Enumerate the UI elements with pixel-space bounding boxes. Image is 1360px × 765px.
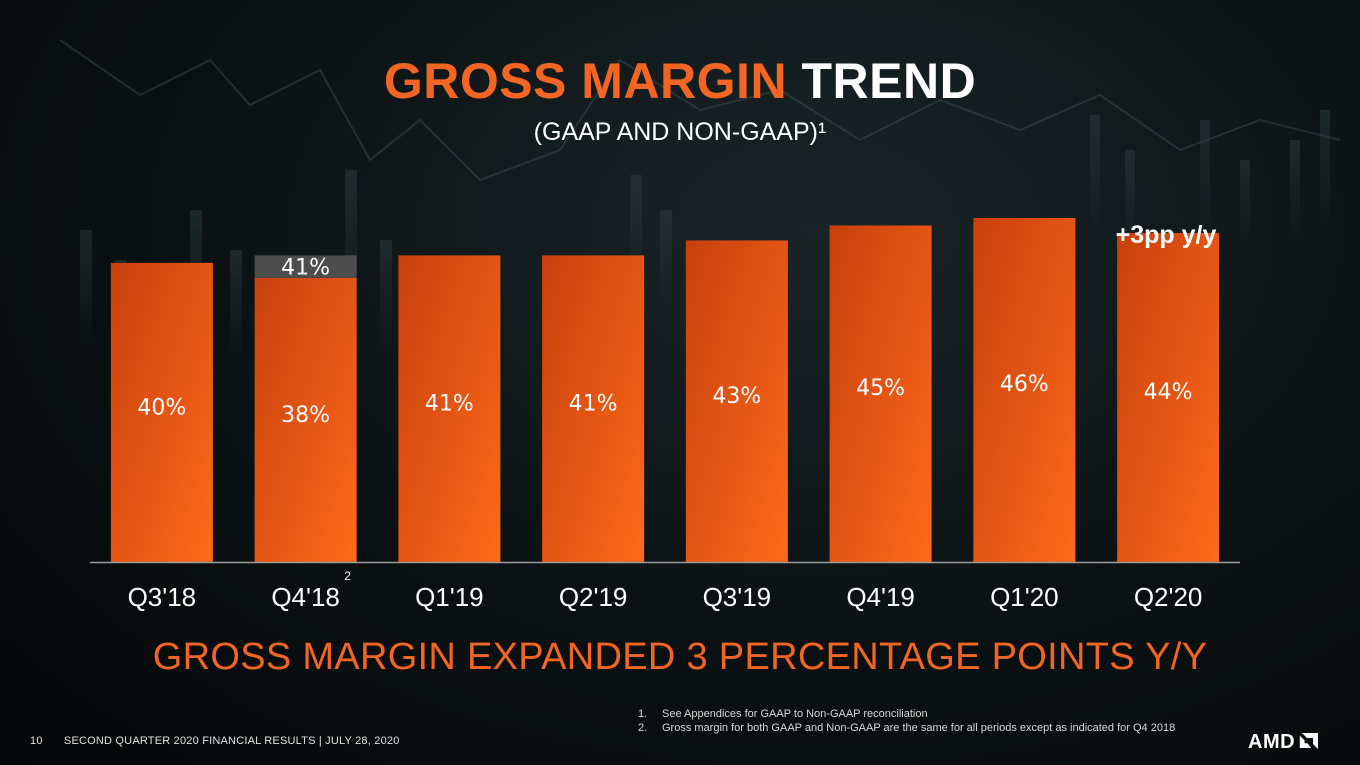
data-label-gaap: 44% (1144, 380, 1193, 405)
bar-gaap (1117, 232, 1220, 562)
bar-gaap (542, 255, 645, 563)
footer-text: SECOND QUARTER 2020 FINANCIAL RESULTS | … (63, 735, 400, 747)
x-tick-label: Q2'20 (1134, 582, 1203, 612)
footer: 10 SECOND QUARTER 2020 FINANCIAL RESULTS… (30, 735, 400, 747)
footnote-text: See Appendices for GAAP to Non-GAAP reco… (662, 708, 928, 720)
logo-wordmark: AMD (1248, 731, 1296, 753)
footnote-text: Gross margin for both GAAP and Non-GAAP … (662, 722, 1176, 734)
yoy-callout: +3pp y/y (1115, 221, 1217, 249)
data-label-gaap: 40% (137, 395, 186, 420)
footnote: 2. Gross margin for both GAAP and Non-GA… (638, 721, 1175, 735)
title-plain: TREND (801, 53, 977, 109)
data-label-non-gaap: 41% (281, 256, 330, 281)
bar-gaap (254, 277, 357, 562)
page-subtitle: (GAAP AND NON-GAAP)¹ (533, 118, 827, 146)
footnote: 1. See Appendices for GAAP to Non-GAAP r… (638, 707, 1175, 721)
footnote-number: 2. (638, 722, 648, 734)
x-tick-label: Q4'19 (846, 582, 915, 612)
page-number: 10 (30, 735, 43, 747)
headline: GROSS MARGIN EXPANDED 3 PERCENTAGE POINT… (152, 636, 1208, 678)
footnote-number: 1. (638, 708, 648, 720)
x-tick-label: Q1'20 (990, 582, 1059, 612)
x-tick-label: Q1'19 (415, 582, 484, 612)
data-label-gaap: 38% (281, 403, 330, 428)
title-accent: GROSS MARGIN (383, 53, 788, 109)
bar-gaap (829, 225, 932, 562)
data-label-gaap: 41% (425, 392, 474, 417)
page-title: GROSS MARGIN TREND (0, 52, 1360, 110)
footnotes: 1. See Appendices for GAAP to Non-GAAP r… (638, 707, 1175, 735)
amd-arrow-icon (1299, 732, 1319, 749)
x-tick-label: Q4'18 (271, 582, 340, 612)
data-label-gaap: 41% (569, 392, 618, 417)
data-label-gaap: 45% (856, 376, 905, 401)
bar-gaap (973, 218, 1076, 562)
amd-logo: AMD (1248, 731, 1319, 754)
bar-non-gaap (254, 255, 357, 278)
x-tick-label: Q3'18 (128, 582, 197, 612)
bar-gaap (685, 240, 788, 562)
x-tick-label: Q2'19 (559, 582, 628, 612)
bar-gaap (398, 255, 501, 563)
x-tick-label: Q3'19 (703, 582, 772, 612)
x-tick-superscript: 2 (344, 569, 351, 583)
data-label-gaap: 43% (712, 384, 761, 409)
bar-gaap (110, 262, 213, 562)
data-label-gaap: 46% (1000, 372, 1049, 397)
